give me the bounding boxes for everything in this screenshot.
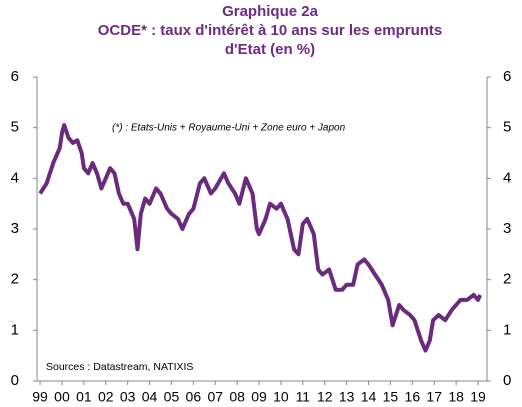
x-tick-label: 00: [54, 389, 70, 405]
x-tick-label: 05: [164, 389, 180, 405]
y2-tick-label: 3: [503, 220, 511, 237]
y-tick-label: 2: [11, 271, 19, 288]
y2-tick-label: 2: [503, 271, 511, 288]
y-tick-label: 0: [11, 372, 19, 389]
x-tick-label: 17: [426, 389, 442, 405]
x-tick-label: 19: [470, 389, 486, 405]
x-tick-label: 13: [339, 389, 355, 405]
y-tick-label: 4: [11, 169, 19, 186]
chart-subtitle: OCDE* : taux d'intérêt à 10 ans sur les …: [97, 22, 443, 58]
x-tick-label: 18: [448, 389, 464, 405]
x-tick-label: 06: [186, 389, 202, 405]
x-tick-label: 10: [273, 389, 289, 405]
x-tick-label: 08: [229, 389, 245, 405]
x-tick-label: 12: [317, 389, 333, 405]
annotation: (*) : Etats-Unis + Royaume-Uni + Zone eu…: [112, 123, 346, 134]
y-tick-label: 3: [11, 220, 19, 237]
y-tick-label: 1: [11, 321, 19, 338]
x-tick-label: 14: [361, 389, 377, 405]
x-tick-label: 03: [120, 389, 136, 405]
title-block: Graphique 2a OCDE* : taux d'intérêt à 10…: [90, 2, 450, 59]
y2-tick-label: 0: [503, 372, 511, 389]
y2-tick-label: 4: [503, 169, 511, 186]
x-tick-label: 16: [405, 389, 421, 405]
y2-tick-label: 6: [503, 68, 511, 85]
y-tick-label: 5: [11, 119, 19, 136]
series-line: [38, 123, 483, 353]
x-tick-label: 99: [32, 389, 48, 405]
x-tick-label: 11: [296, 389, 311, 405]
source-note: Sources : Datastream, NATIXIS: [46, 361, 193, 373]
y2-tick-label: 1: [503, 321, 511, 338]
x-tick-label: 09: [251, 389, 267, 405]
y2-tick-label: 5: [503, 119, 511, 136]
x-tick-label: 04: [142, 389, 158, 405]
y-tick-label: 6: [11, 68, 19, 85]
x-tick-label: 15: [383, 389, 399, 405]
x-tick-label: 02: [98, 389, 114, 405]
chart-title: Graphique 2a: [222, 3, 318, 20]
x-tick-label: 01: [76, 389, 92, 405]
x-tick-label: 07: [207, 389, 223, 405]
